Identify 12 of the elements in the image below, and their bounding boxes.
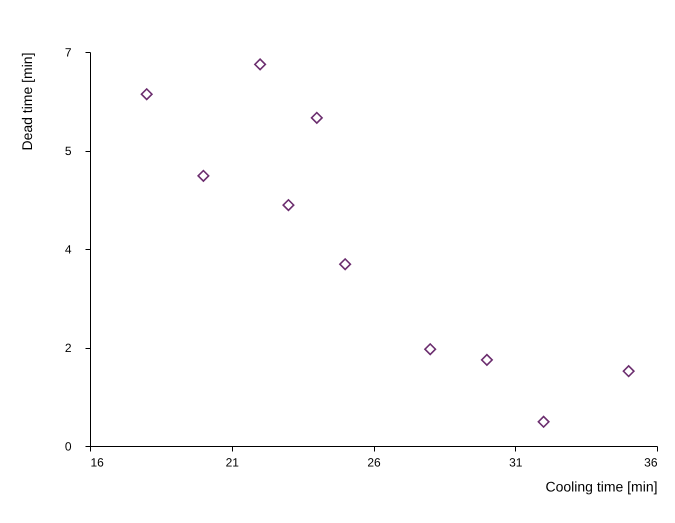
y-tick-label: 5 [64, 144, 72, 158]
x-axis-title: Cooling time [min] [545, 478, 658, 494]
y-tick-label: 0 [64, 440, 72, 454]
x-tick-label: 31 [509, 456, 523, 470]
x-tick-label: 36 [644, 456, 658, 470]
y-tick-label: 2 [64, 341, 72, 355]
x-tick-label: 21 [226, 456, 240, 470]
y-tick-label: 4 [64, 242, 72, 256]
x-tick-label: 26 [367, 456, 381, 470]
x-tick-label: 16 [90, 456, 104, 470]
y-axis-title: Dead time [min] [18, 52, 35, 151]
y-tick-label: 7 [64, 46, 72, 60]
